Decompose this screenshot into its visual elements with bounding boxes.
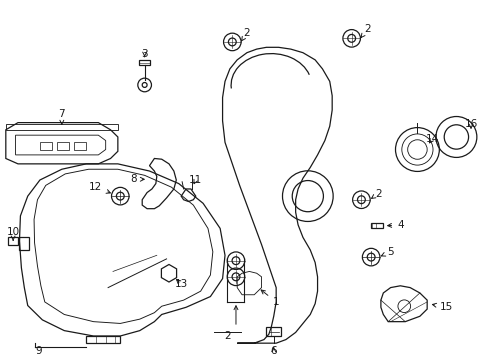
Text: 13: 13 [174,279,187,289]
Text: 1: 1 [261,290,279,307]
Text: 8: 8 [130,174,144,184]
Text: 10: 10 [6,227,20,240]
Text: 5: 5 [381,247,393,257]
Text: 2: 2 [224,331,230,341]
Text: 16: 16 [464,120,477,129]
Text: 2: 2 [360,24,370,37]
Text: 12: 12 [89,182,110,193]
Text: 3: 3 [141,49,148,59]
Text: 2: 2 [241,28,250,41]
Text: 9: 9 [36,346,42,356]
Text: 2: 2 [371,189,381,199]
Text: 15: 15 [431,302,452,312]
Text: 14: 14 [425,134,438,144]
Text: 7: 7 [59,109,65,125]
Text: 4: 4 [387,220,403,230]
Text: 11: 11 [189,175,202,185]
Text: 6: 6 [270,346,277,356]
